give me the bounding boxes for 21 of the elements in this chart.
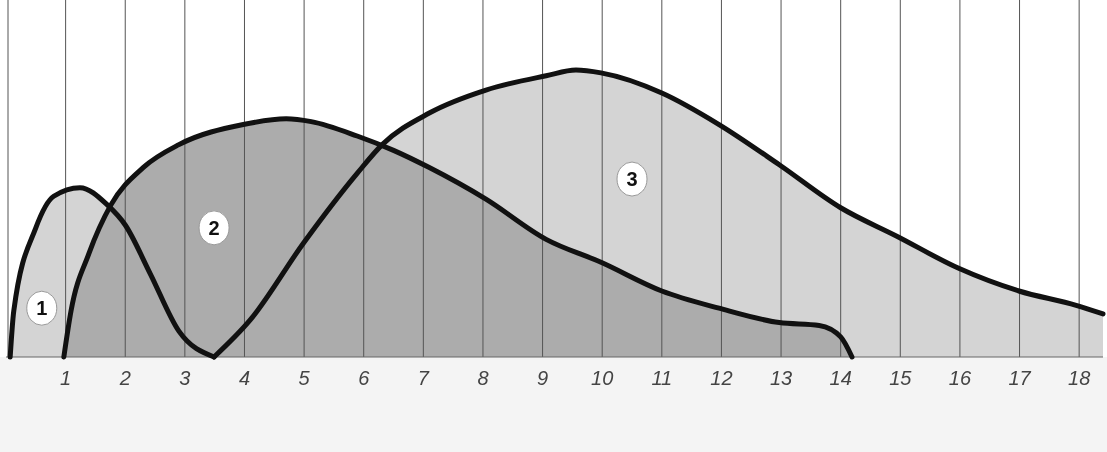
- x-tick-label: 18: [1068, 367, 1091, 389]
- annotation: 3: [626, 168, 638, 191]
- x-tick-label: 17: [1008, 367, 1032, 389]
- x-tick-label: 2: [118, 367, 131, 389]
- x-tick-label: 14: [829, 367, 852, 389]
- x-tick-label: 9: [537, 367, 549, 389]
- x-tick-label: 4: [238, 367, 251, 389]
- x-tick-label: 6: [358, 367, 371, 389]
- x-tick-label: 12: [710, 367, 733, 389]
- annotation: 2: [208, 216, 220, 239]
- x-tick-label: 5: [298, 367, 311, 389]
- annotation: 1: [36, 297, 48, 320]
- x-tick-label: 10: [591, 367, 614, 389]
- x-tick-label: 8: [477, 367, 489, 389]
- x-tick-label: 11: [651, 367, 673, 389]
- x-tick-label: 1: [60, 367, 72, 389]
- x-tick-label: 3: [179, 367, 191, 389]
- x-tick-label: 7: [417, 367, 430, 389]
- x-tick-label: 15: [889, 367, 913, 389]
- x-tick-label: 13: [769, 367, 793, 389]
- x-tick-label: 16: [948, 367, 972, 389]
